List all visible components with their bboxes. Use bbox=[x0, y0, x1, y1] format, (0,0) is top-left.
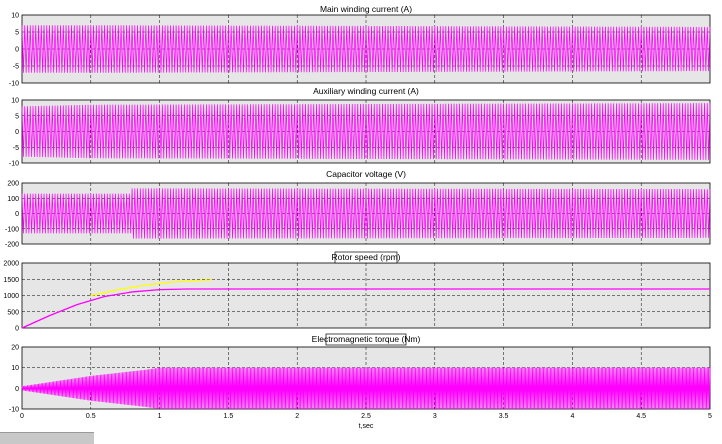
xtick-label-1-5: 1.5 bbox=[224, 413, 234, 420]
xtick-label-1: 1 bbox=[158, 413, 162, 420]
xtick-label-3: 3 bbox=[433, 413, 437, 420]
ytick-label--5: -5 bbox=[13, 64, 19, 71]
ytick-label-5: 5 bbox=[15, 30, 19, 37]
ytick-label-0: 0 bbox=[15, 211, 19, 218]
ytick-label-10: 10 bbox=[11, 13, 19, 20]
ytick-label-20: 20 bbox=[11, 345, 19, 352]
series-line-0 bbox=[21, 288, 710, 329]
ytick-label--5: -5 bbox=[13, 145, 19, 152]
x-axis-label: t,sec bbox=[359, 423, 374, 430]
plot-rotor-speed: 0 500 1000 1500 2000 Rotor speed (rpm) bbox=[3, 251, 711, 333]
xtick-label-2-5: 2.5 bbox=[361, 413, 371, 420]
series-line-0 bbox=[21, 25, 711, 73]
series-line-1 bbox=[90, 279, 212, 297]
plot-title: Electromagnetic torque (Nm) bbox=[312, 334, 421, 344]
status-bar bbox=[0, 432, 94, 444]
ytick-label-0: 0 bbox=[15, 386, 19, 393]
plot-title: Auxiliary winding current (A) bbox=[313, 86, 419, 96]
xtick-label-0: 0 bbox=[20, 413, 24, 420]
ytick-label-10: 10 bbox=[11, 365, 19, 372]
xtick-label-5: 5 bbox=[708, 413, 712, 420]
ytick-label--100: -100 bbox=[5, 226, 19, 233]
ytick-label-0: 0 bbox=[15, 326, 19, 333]
plot-title: Rotor speed (rpm) bbox=[332, 252, 401, 262]
xtick-label-2: 2 bbox=[295, 413, 299, 420]
ytick-label-1000: 1000 bbox=[3, 293, 19, 300]
ytick-label-10: 10 bbox=[11, 98, 19, 105]
ytick-label-2000: 2000 bbox=[3, 261, 19, 268]
ytick-label-0: 0 bbox=[15, 47, 19, 54]
ytick-label--10: -10 bbox=[9, 407, 19, 414]
title-box bbox=[325, 333, 407, 346]
xtick-label-0-5: 0.5 bbox=[86, 413, 96, 420]
ytick-label--10: -10 bbox=[9, 81, 19, 88]
xtick-label-3-5: 3.5 bbox=[499, 413, 509, 420]
ytick-label-5: 5 bbox=[15, 113, 19, 120]
ytick-label-0: 0 bbox=[15, 129, 19, 136]
ytick-label-100: 100 bbox=[7, 196, 19, 203]
xtick-label-4-5: 4.5 bbox=[636, 413, 646, 420]
series-line-0 bbox=[21, 188, 711, 239]
plot-auxiliary-winding-current: -10 -5 0 5 10 Auxiliary winding current (A) bbox=[9, 86, 711, 168]
ytick-label-1500: 1500 bbox=[3, 277, 19, 284]
plot-main-winding-current: -10 -5 0 5 10 Main winding current (A) bbox=[9, 4, 711, 88]
ytick-label--200: -200 bbox=[5, 242, 19, 249]
ytick-label--10: -10 bbox=[9, 161, 19, 168]
ytick-label-500: 500 bbox=[7, 309, 19, 316]
plot-capacitor-voltage: -200 -100 0 100 200 Capacitor voltage (V) bbox=[5, 169, 711, 249]
series-line-0 bbox=[21, 103, 711, 160]
ytick-label-200: 200 bbox=[7, 181, 19, 188]
plot-title: Capacitor voltage (V) bbox=[326, 169, 406, 179]
series-line-0 bbox=[21, 367, 711, 410]
plot-title: Main winding current (A) bbox=[320, 4, 412, 14]
title-box bbox=[334, 251, 398, 264]
xtick-label-4: 4 bbox=[570, 413, 574, 420]
